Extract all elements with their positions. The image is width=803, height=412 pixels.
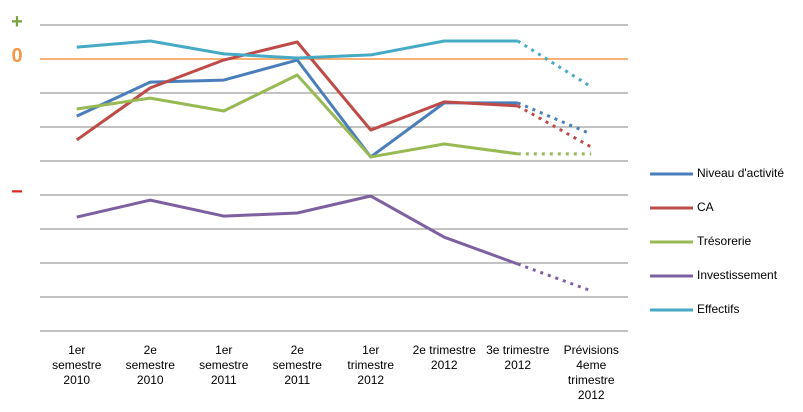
x-tick-label: 2e trimestre 2012 (412, 343, 476, 372)
y-tick-label: + (11, 11, 23, 33)
forecast-line (517, 262, 592, 293)
legend-label: Effectifs (697, 302, 740, 316)
x-tick-label: 2e semestre 2011 (272, 343, 322, 387)
series-line (76, 194, 519, 266)
legend-label: Niveau d'activité (697, 166, 784, 180)
x-tick-label: 3e trimestre 2012 (486, 343, 550, 372)
x-tick-label: 2e semestre 2010 (125, 343, 175, 387)
legend-label: Investissement (697, 268, 778, 282)
legend-label: Trésorerie (697, 234, 752, 248)
x-tick-label: 1er semestre 2010 (52, 343, 102, 387)
series-line (75, 40, 518, 142)
forecast-line (517, 101, 592, 136)
y-tick-label: 0 (11, 45, 23, 67)
legend-label: CA (697, 200, 714, 214)
x-tick-label: Prévisions 4eme trimestre 2012 (563, 343, 619, 402)
series-line (76, 39, 518, 60)
y-tick-label: − (11, 181, 23, 203)
x-tick-label: 1er semestre 2011 (199, 343, 249, 387)
series-line (76, 73, 518, 159)
forecast-line (517, 104, 592, 149)
forecast-line (516, 39, 593, 89)
x-tick-label: 1er trimestre 2012 (347, 343, 395, 387)
